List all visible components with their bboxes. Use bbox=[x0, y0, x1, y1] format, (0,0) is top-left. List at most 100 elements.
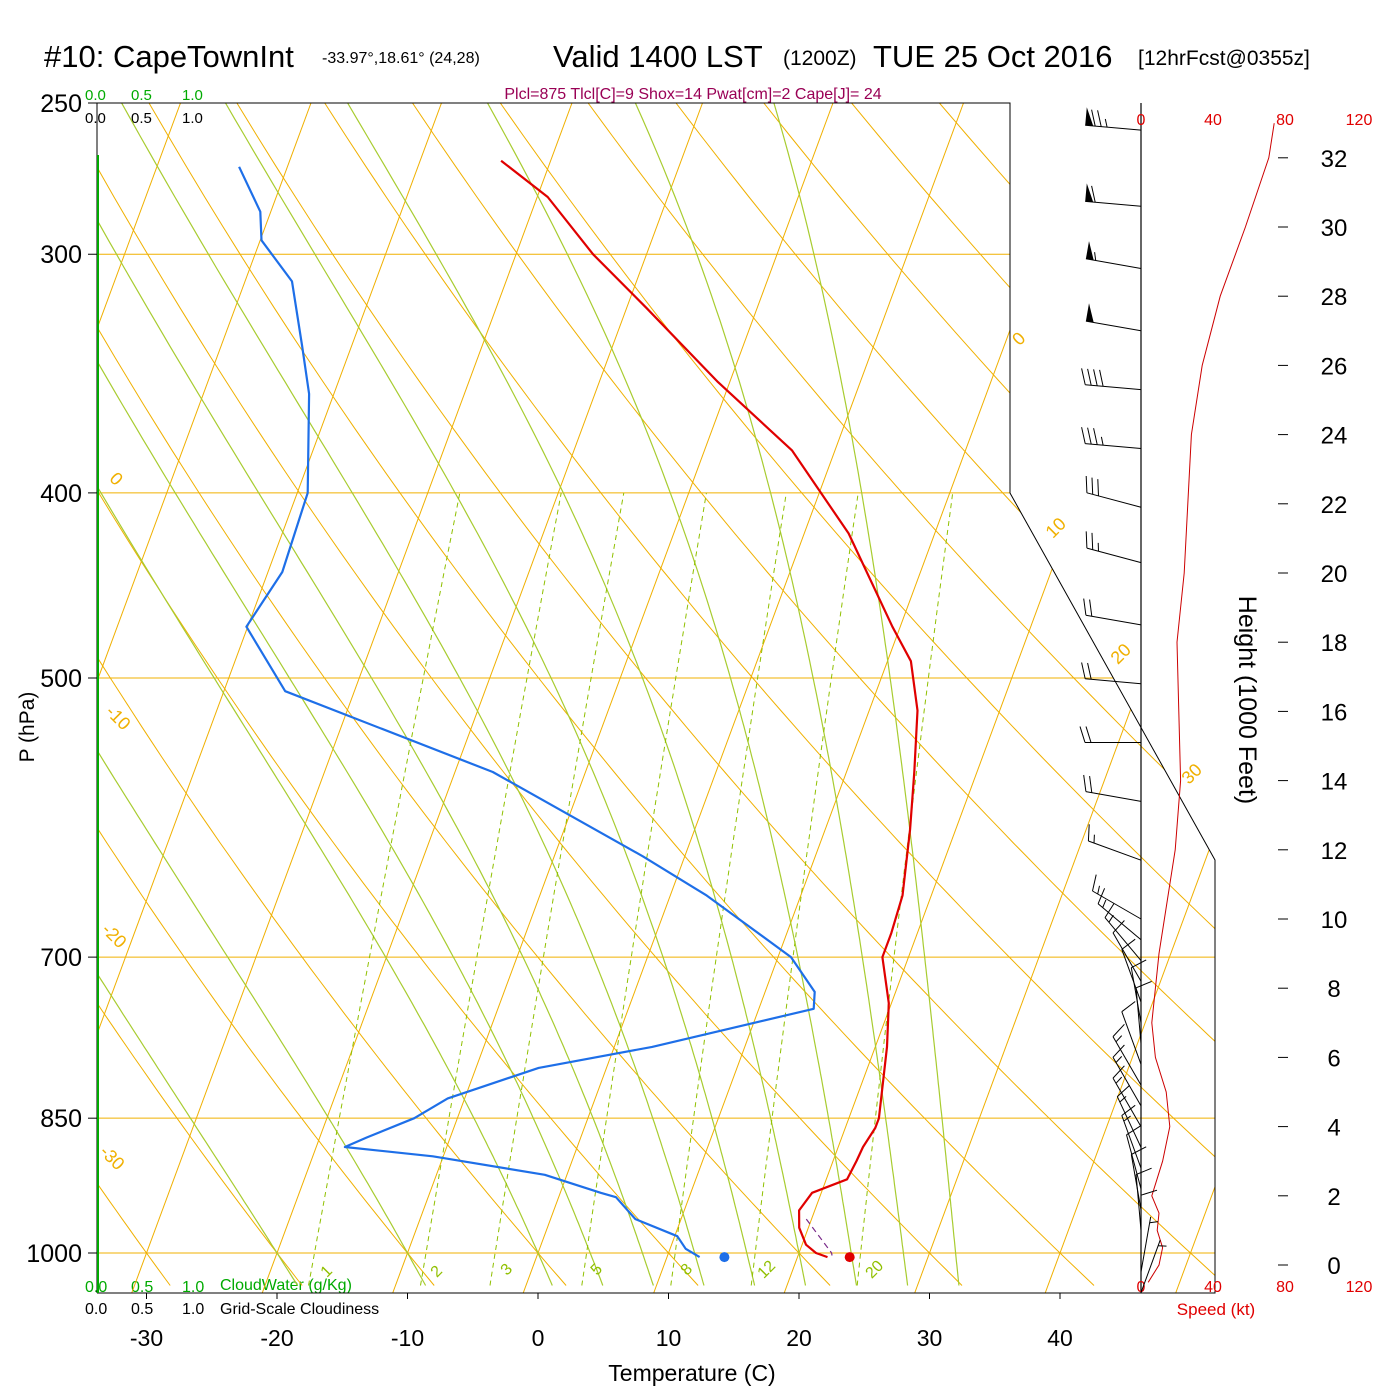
wind-barb bbox=[1112, 920, 1142, 982]
barb-feather bbox=[1116, 1084, 1131, 1097]
speed-tick-label-bottom: 120 bbox=[1346, 1279, 1373, 1296]
wind-barb bbox=[1087, 824, 1142, 861]
cloudwater-tick-top-1: 0.5 bbox=[131, 87, 152, 104]
barb-staff bbox=[1130, 967, 1142, 1023]
isotherm-line bbox=[914, 103, 1215, 1293]
barb-feather bbox=[1135, 1167, 1152, 1176]
barb-feather bbox=[1085, 531, 1088, 549]
y-axis-title: P (hPa) bbox=[16, 692, 39, 763]
barb-feather bbox=[1131, 959, 1147, 969]
mixing-ratio-line bbox=[420, 492, 562, 1286]
cloudwater-tick-bottom-0: 0.0 bbox=[85, 1279, 107, 1296]
isotherm-label: 0 bbox=[1008, 328, 1029, 349]
wind-barb bbox=[1081, 662, 1142, 685]
wind-barb bbox=[1140, 1189, 1158, 1252]
cloudiness-tick-top-1: 0.5 bbox=[131, 110, 152, 127]
barb-feather bbox=[1085, 726, 1092, 743]
dry-adiabat bbox=[997, 103, 1215, 1286]
dry-adiabat bbox=[97, 103, 303, 1286]
x-tick-label: 20 bbox=[786, 1325, 812, 1351]
dry-adiabat bbox=[650, 103, 1215, 1286]
height-tick-label: 30 bbox=[1321, 215, 1348, 242]
barb-staff bbox=[1092, 890, 1142, 920]
dry-adiabat bbox=[216, 103, 1215, 1286]
wind-barb bbox=[1104, 903, 1142, 961]
barb-half-feather bbox=[1094, 252, 1097, 261]
wind-barb bbox=[1112, 1044, 1142, 1107]
wind-barb bbox=[1121, 1104, 1142, 1169]
dry-adiabat bbox=[97, 103, 567, 1286]
wind-barb bbox=[1085, 531, 1142, 564]
wind-barb bbox=[1140, 1216, 1159, 1273]
wind-barb bbox=[1085, 303, 1142, 332]
cloudwater-label: CloudWater (g/Kg) bbox=[220, 1277, 352, 1294]
moist-adiabat bbox=[97, 103, 427, 1286]
x-tick-label: 10 bbox=[656, 1325, 682, 1351]
height-tick-label: 16 bbox=[1321, 699, 1348, 726]
barb-half-feather bbox=[1115, 1076, 1123, 1084]
cloudiness-label: Grid-Scale Cloudiness bbox=[220, 1301, 379, 1318]
pressure-tick-label: 850 bbox=[40, 1105, 82, 1133]
barb-feather bbox=[1087, 824, 1090, 842]
cloudwater-tick-bottom-2: 1.0 bbox=[182, 1279, 204, 1296]
dry-adiabat bbox=[97, 103, 171, 1286]
barb-feather bbox=[1104, 903, 1115, 918]
barb-feather bbox=[1081, 662, 1086, 679]
barb-staff bbox=[1112, 1036, 1142, 1086]
pressure-tick-label: 250 bbox=[40, 90, 82, 118]
barb-staff bbox=[1126, 1134, 1142, 1190]
isotherm-line bbox=[1306, 103, 1400, 1293]
speed-tick-label-top: 40 bbox=[1204, 112, 1222, 129]
barb-pennant bbox=[1085, 183, 1094, 203]
mixing-ratio-label: 20 bbox=[863, 1257, 888, 1282]
barb-staff bbox=[1085, 614, 1142, 626]
barb-staff bbox=[1112, 932, 1142, 982]
wind-barb bbox=[1116, 1084, 1142, 1148]
moist-adiabat bbox=[619, 103, 909, 1286]
pressure-tick-label: 500 bbox=[40, 665, 82, 693]
x-tick-label: -10 bbox=[391, 1325, 424, 1351]
barb-staff bbox=[1085, 320, 1142, 332]
barb-feather bbox=[1121, 1001, 1136, 1013]
barb-staff bbox=[1112, 1057, 1142, 1107]
x-tick-label: -20 bbox=[260, 1325, 293, 1351]
barb-feather bbox=[1091, 109, 1096, 127]
barb-feather bbox=[1112, 1044, 1125, 1058]
wind-barb bbox=[1135, 980, 1152, 1044]
barb-staff bbox=[1140, 1216, 1152, 1273]
barb-staff bbox=[1104, 917, 1142, 961]
isotherm-line bbox=[97, 103, 181, 1293]
height-tick-label: 4 bbox=[1327, 1115, 1340, 1142]
dry-adiabat bbox=[736, 103, 1215, 1286]
cloudiness-tick-bottom-1: 0.5 bbox=[131, 1301, 153, 1318]
barb-staff bbox=[1085, 443, 1142, 449]
moist-adiabat bbox=[467, 103, 858, 1286]
barb-feather bbox=[1081, 368, 1086, 385]
chart-frame bbox=[96, 102, 1216, 1294]
wind-barb bbox=[1083, 598, 1142, 626]
height-tick-label: 0 bbox=[1327, 1253, 1340, 1280]
cloudiness-tick-top-2: 1.0 bbox=[182, 110, 203, 127]
height-tick-label: 8 bbox=[1327, 976, 1340, 1003]
wind-barb bbox=[1097, 888, 1142, 941]
barb-half-feather bbox=[1149, 1221, 1159, 1224]
sounding-indices: Plcl=875 Tlcl[C]=9 Shox=14 Pwat[cm]=2 Ca… bbox=[504, 86, 881, 103]
speed-tick-label-bottom: 0 bbox=[1137, 1279, 1146, 1296]
wind-barb bbox=[1135, 1167, 1152, 1231]
barb-feather bbox=[1097, 888, 1106, 904]
barb-staff bbox=[1116, 1096, 1142, 1148]
isotherm-label: 10 bbox=[1042, 514, 1070, 542]
x-axis-title: Temperature (C) bbox=[608, 1360, 775, 1386]
mixing-ratio-label: 8 bbox=[678, 1261, 696, 1279]
wind-barb bbox=[1112, 1023, 1142, 1086]
barb-staff bbox=[1121, 1115, 1142, 1169]
wind-panel: 0246810121416182022242628303200404080801… bbox=[1079, 103, 1373, 1296]
moist-adiabat bbox=[97, 103, 553, 1286]
barb-staff bbox=[1086, 547, 1142, 564]
mixing-ratio-line bbox=[308, 492, 461, 1286]
barb-feather bbox=[1093, 369, 1098, 386]
cloud-scale-top: 0.0 0.5 1.0 0.0 0.5 1.0 bbox=[85, 87, 203, 127]
barb-staff bbox=[1112, 1077, 1142, 1127]
barb-half-feather bbox=[1097, 885, 1100, 895]
